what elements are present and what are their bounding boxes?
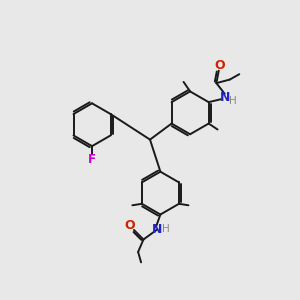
Text: N: N — [220, 92, 230, 104]
Text: O: O — [124, 219, 135, 232]
Text: F: F — [88, 153, 96, 166]
Text: O: O — [214, 59, 225, 72]
Text: H: H — [162, 224, 169, 234]
Text: H: H — [229, 96, 236, 106]
Text: N: N — [152, 223, 163, 236]
